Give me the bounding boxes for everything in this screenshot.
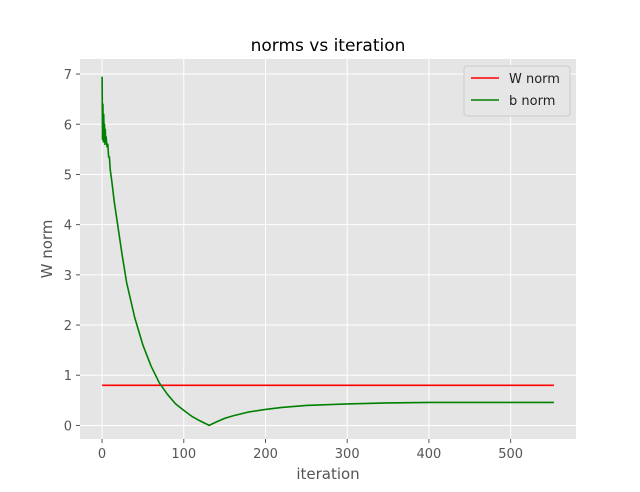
series-layer [101, 76, 554, 427]
legend: W norm b norm [463, 65, 571, 117]
y-tick-label: 2 [64, 319, 72, 334]
x-tick-label: 300 [335, 447, 360, 462]
legend-label-w-norm: W norm [509, 72, 560, 87]
x-axis-label: iteration [296, 465, 359, 483]
series-line-b-norm [101, 76, 554, 427]
y-tick-label: 3 [64, 269, 72, 284]
y-axis-label: W norm [38, 220, 56, 279]
x-tick-label: 0 [98, 447, 106, 462]
x-tick-label: 400 [417, 447, 442, 462]
legend-label-b-norm: b norm [509, 94, 555, 109]
x-tick-label: 500 [498, 447, 523, 462]
ticks: 0 100 200 300 400 500 0 1 2 3 4 5 6 7 [64, 68, 523, 462]
x-tick-label: 200 [253, 447, 278, 462]
y-tick-label: 6 [64, 118, 72, 133]
chart-title: norms vs iteration [251, 36, 406, 56]
y-tick-label: 4 [64, 219, 72, 234]
y-tick-label: 7 [64, 68, 72, 83]
y-tick-label: 0 [64, 419, 72, 434]
grid [80, 59, 576, 439]
y-tick-label: 5 [64, 168, 72, 183]
x-tick-label: 100 [171, 447, 196, 462]
y-tick-label: 1 [64, 369, 72, 384]
